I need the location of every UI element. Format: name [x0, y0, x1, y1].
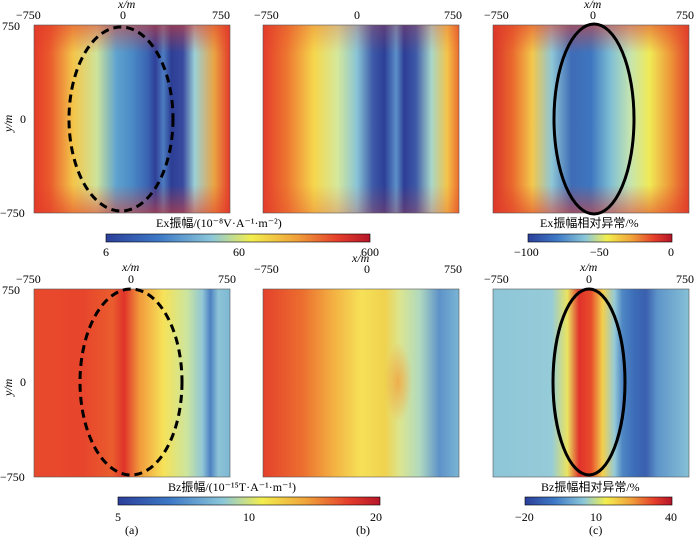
x-axis-label: x/m [351, 251, 370, 265]
panel-a-bz-amplitude [33, 287, 231, 478]
colorbar-title: Ex振幅/(10⁻⁸V·A⁻¹·m⁻²) [156, 215, 282, 230]
y-tick-top: 750 [2, 19, 20, 33]
y-tick-top: 750 [2, 283, 20, 297]
colorbar-title: Bz振幅/(10⁻¹⁵T·A⁻¹·m⁻¹) [168, 479, 296, 494]
x-tick-right: 750 [444, 8, 462, 22]
panel-b-bz-background [262, 288, 460, 478]
bottom-row-axes: −750 0 750 x/m −750 0 750 x/m −750 0 750… [0, 251, 694, 484]
x-tick-left: −750 [16, 272, 41, 286]
anomaly-outline-dashed [67, 25, 175, 213]
x-axis-label: x/m [583, 0, 602, 11]
x-tick-right: 750 [676, 272, 694, 286]
colorbar-ramp [117, 496, 381, 506]
panel-c-bz-anomaly [492, 287, 690, 478]
x-axis-label: x/m [121, 260, 140, 274]
colorbar-tick: 0 [668, 245, 674, 259]
colorbar-ex-anomaly: Ex振幅相对异常/% −100 −50 0 [514, 215, 674, 259]
colorbar-bz-amplitude: Bz振幅/(10⁻¹⁵T·A⁻¹·m⁻¹) 5 10 20 [115, 479, 382, 524]
y-axis-label: y/m [1, 114, 15, 133]
colorbar-bz-anomaly: Bz振幅相对异常/% −20 10 40 [515, 479, 677, 524]
x-tick-right: 750 [676, 8, 694, 22]
colorbar-ex-amplitude: Ex振幅/(10⁻⁸V·A⁻¹·m⁻²) 6 60 600 [103, 215, 379, 259]
panel-b-ex-background [262, 24, 460, 214]
colorbar-tick: −20 [515, 510, 534, 524]
x-axis-label: x/m [579, 260, 598, 274]
colorbar-tick: 10 [243, 510, 255, 524]
x-tick-right: 750 [212, 8, 230, 22]
y-tick-zero: 0 [20, 375, 26, 389]
x-tick-left: −750 [254, 8, 279, 22]
colorbar-ramp [105, 233, 371, 243]
anomaly-outline-dashed [78, 287, 184, 477]
colorbar-title: Ex振幅相对异常/% [540, 215, 639, 230]
colorbar-tick: −50 [590, 245, 609, 259]
x-tick-zero: 0 [364, 262, 370, 276]
heatmap-bz-relative-anomaly [493, 289, 689, 477]
heatmap-bz-amplitude-anomaly [34, 289, 230, 477]
top-row-axes: −750 0 750 x/m −750 0 750 −750 0 750 x/m… [0, 0, 694, 220]
y-axis-label: y/m [1, 378, 15, 397]
x-tick-right: 750 [218, 272, 236, 286]
x-tick-left: −750 [484, 8, 509, 22]
colorbar-tick: −100 [514, 245, 539, 259]
colorbar-ramp [527, 233, 673, 243]
colorbar-tick: 6 [103, 245, 109, 259]
y-tick-bottom: −750 [0, 470, 25, 484]
x-tick-zero: 0 [590, 8, 596, 22]
panel-label-c: (c) [589, 523, 602, 537]
colorbar-tick: 5 [115, 510, 121, 524]
anomaly-outline-solid [551, 287, 627, 477]
colorbar-ramp [524, 496, 673, 506]
x-tick-left: −750 [16, 8, 41, 22]
panel-label-b: (b) [356, 523, 370, 537]
x-tick-zero: 0 [586, 272, 592, 286]
x-tick-left: −750 [484, 272, 509, 286]
colorbar-tick: 10 [590, 510, 602, 524]
heatmap-bz-amplitude-background [263, 289, 459, 477]
x-tick-zero: 0 [128, 272, 134, 286]
colorbar-tick: 60 [233, 245, 245, 259]
colorbar-tick: 40 [665, 510, 677, 524]
y-tick-zero: 0 [20, 112, 26, 126]
x-tick-left: −750 [254, 262, 279, 276]
colorbar-title: Bz振幅相对异常/% [541, 479, 640, 494]
colorbar-tick: 20 [370, 510, 382, 524]
x-tick-zero: 0 [120, 8, 126, 22]
x-tick-zero: 0 [354, 8, 360, 22]
colorbar-tick: 600 [361, 245, 379, 259]
x-axis-label: x/m [117, 0, 136, 11]
panel-a-ex-amplitude [33, 24, 231, 214]
panel-c-ex-anomaly [492, 22, 690, 216]
anomaly-outline-solid [552, 22, 636, 216]
y-tick-bottom: −750 [0, 206, 25, 220]
x-tick-right: 750 [444, 262, 462, 276]
panel-label-a: (a) [125, 523, 138, 537]
